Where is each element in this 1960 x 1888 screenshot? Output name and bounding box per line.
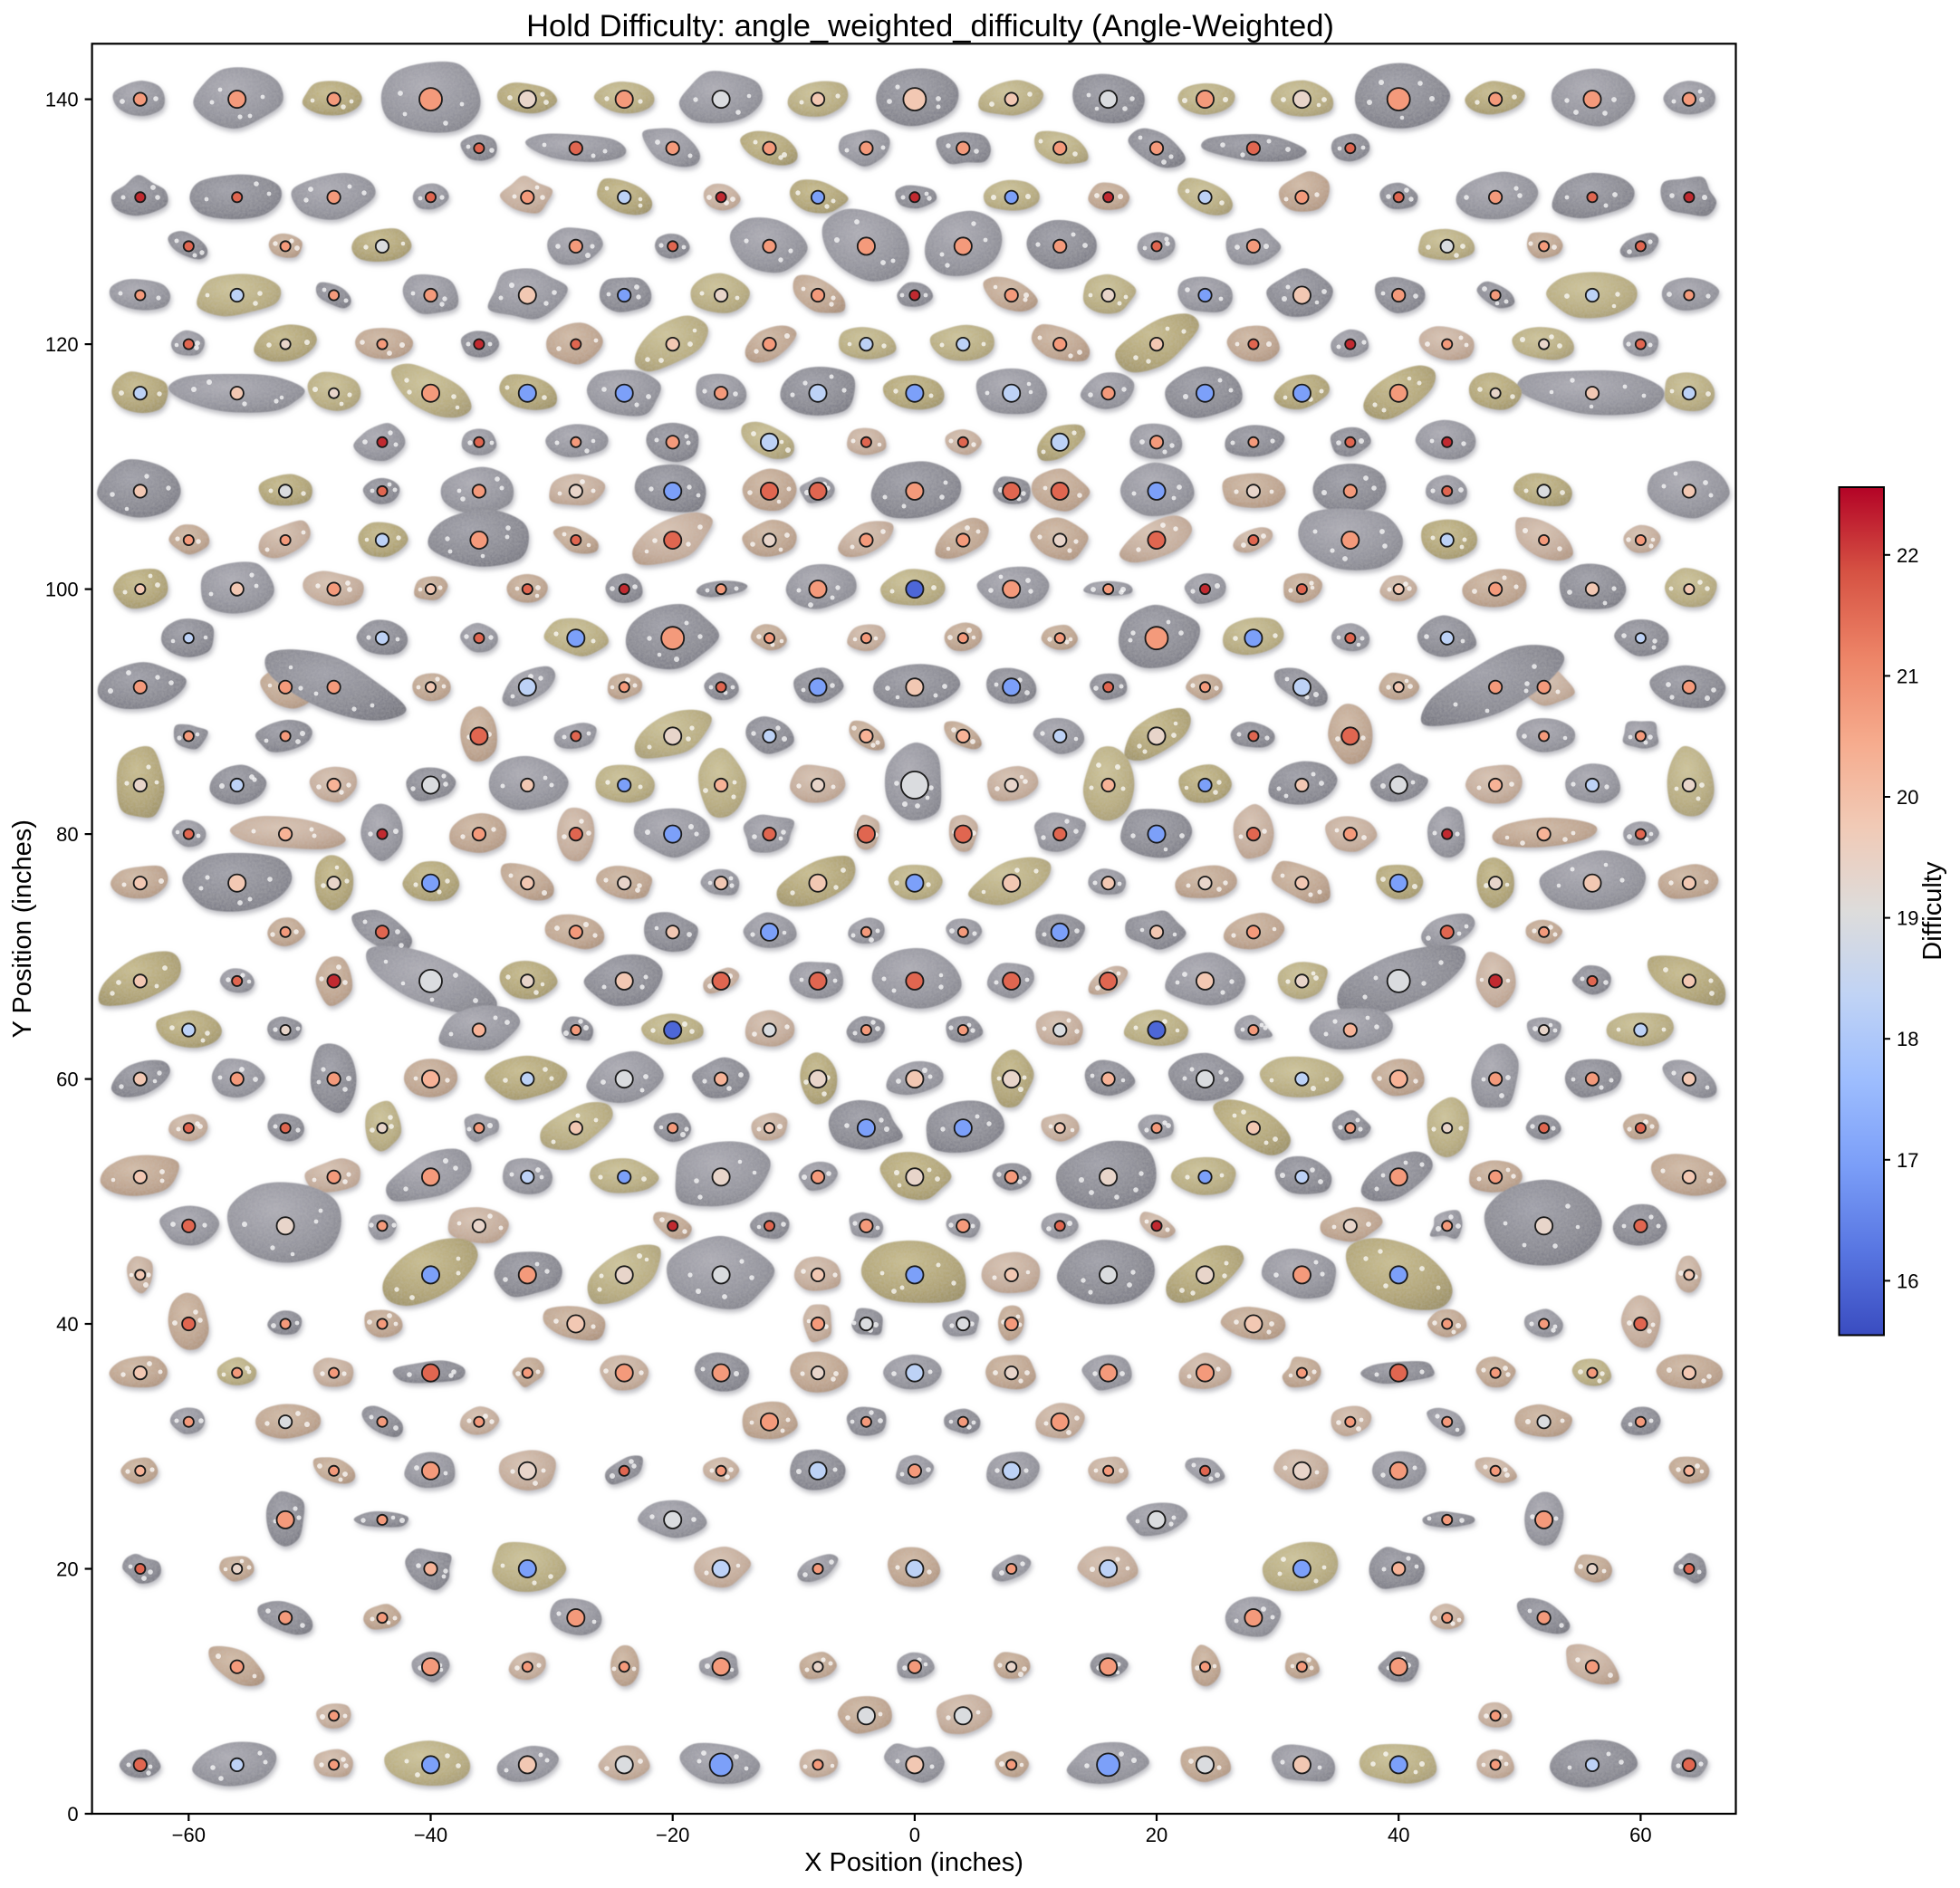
svg-text:20: 20 (1146, 1824, 1167, 1846)
svg-text:−40: −40 (414, 1824, 447, 1846)
svg-text:140: 140 (45, 89, 79, 111)
svg-text:40: 40 (1388, 1824, 1409, 1846)
svg-text:100: 100 (45, 579, 79, 601)
svg-text:−60: −60 (172, 1824, 206, 1846)
svg-text:40: 40 (56, 1313, 78, 1336)
svg-text:Hold Difficulty: angle_weighte: Hold Difficulty: angle_weighted_difficul… (526, 9, 1334, 43)
svg-text:−20: −20 (656, 1824, 689, 1846)
svg-text:0: 0 (909, 1824, 920, 1846)
svg-text:0: 0 (67, 1803, 78, 1826)
svg-text:Y Position (inches): Y Position (inches) (8, 819, 37, 1038)
svg-text:Difficulty: Difficulty (1918, 861, 1947, 961)
svg-text:60: 60 (1629, 1824, 1651, 1846)
svg-text:16: 16 (1897, 1270, 1918, 1292)
svg-text:20: 20 (1897, 786, 1918, 809)
svg-text:20: 20 (56, 1558, 78, 1581)
svg-text:17: 17 (1897, 1149, 1918, 1172)
svg-text:21: 21 (1897, 665, 1918, 687)
svg-text:X Position (inches): X Position (inches) (804, 1848, 1023, 1877)
svg-text:18: 18 (1897, 1028, 1918, 1050)
svg-text:80: 80 (56, 823, 78, 846)
svg-text:19: 19 (1897, 907, 1918, 930)
svg-text:120: 120 (45, 333, 79, 356)
svg-text:22: 22 (1897, 544, 1918, 567)
svg-text:60: 60 (56, 1069, 78, 1091)
